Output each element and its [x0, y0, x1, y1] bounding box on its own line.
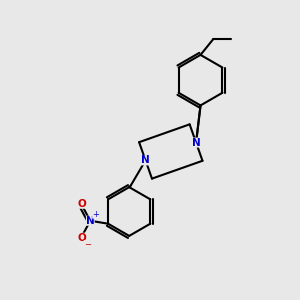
Text: +: +	[92, 210, 99, 219]
Text: N: N	[141, 155, 150, 165]
Text: O: O	[78, 233, 86, 243]
Text: −: −	[84, 240, 91, 249]
Text: N: N	[86, 216, 94, 226]
Text: N: N	[192, 138, 200, 148]
Text: O: O	[78, 199, 86, 209]
